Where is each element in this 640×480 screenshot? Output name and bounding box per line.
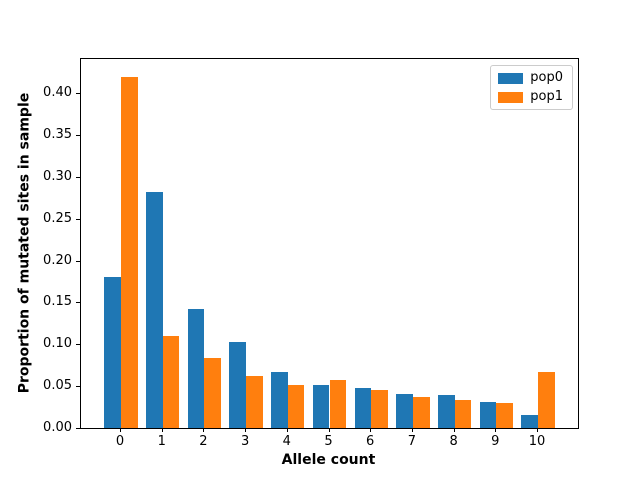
- bar-pop0-8: [437, 395, 455, 428]
- bar-pop0-6: [354, 387, 372, 428]
- pop1-color-swatch: [498, 91, 524, 103]
- x-tick-label: 6: [366, 434, 375, 449]
- x-tick-label: 8: [449, 434, 458, 449]
- y-tick-mark: [76, 302, 80, 304]
- x-tick-label: 9: [491, 434, 500, 449]
- bar-pop0-5: [312, 384, 330, 428]
- x-tick-mark: [453, 428, 455, 432]
- x-tick-label: 7: [407, 434, 417, 449]
- y-tick-mark: [76, 176, 80, 178]
- bar-pop0-0: [104, 277, 122, 428]
- bar-pop1-8: [454, 400, 472, 428]
- x-tick-label: 2: [199, 434, 208, 449]
- legend-label-pop1: pop1: [530, 89, 563, 104]
- y-tick-label: 0.30: [43, 168, 72, 184]
- bar-pop1-4: [287, 384, 305, 428]
- bar-pop0-10: [521, 414, 538, 428]
- bar-pop1-10: [537, 371, 555, 428]
- x-tick-mark: [286, 428, 288, 432]
- x-tick-label: 5: [324, 434, 333, 449]
- bar-pop1-0: [121, 76, 138, 428]
- y-tick-label: 0.15: [43, 294, 72, 310]
- bar-pop0-2: [187, 309, 205, 428]
- y-tick-label: 0.10: [43, 336, 72, 352]
- bar-pop1-1: [162, 335, 180, 428]
- y-tick-mark: [76, 386, 80, 388]
- y-tick-label: 0.40: [43, 85, 72, 101]
- bar-pop0-9: [479, 402, 497, 428]
- y-tick-mark: [76, 218, 80, 220]
- y-tick-mark: [76, 344, 80, 346]
- x-tick-label: 3: [240, 434, 250, 449]
- y-tick-mark: [76, 428, 80, 429]
- y-axis-label: Proportion of mutated sites in sample: [16, 92, 33, 394]
- y-tick-label: 0.25: [43, 210, 72, 226]
- y-tick-label: 0.35: [43, 127, 72, 143]
- bar-pop0-1: [146, 192, 163, 428]
- legend: pop0 pop1: [490, 65, 573, 110]
- x-tick-label: 10: [528, 434, 546, 449]
- bar-pop1-5: [329, 380, 347, 428]
- x-tick-label: 4: [282, 434, 291, 449]
- x-tick-mark: [495, 428, 497, 432]
- x-tick-mark: [203, 428, 205, 432]
- x-tick-label: 0: [115, 434, 125, 449]
- y-tick-mark: [76, 260, 80, 262]
- y-tick-mark: [76, 93, 80, 95]
- legend-item-pop0: pop0: [498, 71, 563, 85]
- bar-pop1-2: [204, 357, 222, 428]
- bar-pop1-9: [496, 402, 513, 428]
- x-tick-label: 1: [157, 434, 166, 449]
- plot-area: pop0 pop1: [76, 58, 579, 429]
- legend-label-pop0: pop0: [530, 70, 563, 85]
- x-tick-mark: [370, 428, 372, 432]
- x-tick-mark: [411, 428, 413, 432]
- y-tick-label: 0.00: [43, 420, 72, 435]
- x-tick-mark: [328, 428, 330, 432]
- x-tick-mark: [120, 428, 122, 432]
- x-tick-mark: [161, 428, 163, 432]
- legend-item-pop1: pop1: [498, 90, 563, 104]
- x-tick-mark: [245, 428, 247, 432]
- bar-pop1-7: [412, 397, 430, 428]
- y-tick-label: 0.20: [43, 252, 72, 268]
- bar-pop0-7: [396, 393, 413, 428]
- y-tick-label: 0.05: [43, 378, 72, 394]
- bar-pop1-6: [371, 390, 388, 428]
- bar-pop1-3: [246, 376, 263, 428]
- pop0-color-swatch: [498, 72, 524, 84]
- bar-pop0-4: [271, 371, 288, 428]
- x-tick-mark: [536, 428, 538, 432]
- bar-pop0-3: [229, 341, 247, 428]
- x-axis-label: Allele count: [281, 452, 376, 468]
- y-tick-mark: [76, 135, 80, 137]
